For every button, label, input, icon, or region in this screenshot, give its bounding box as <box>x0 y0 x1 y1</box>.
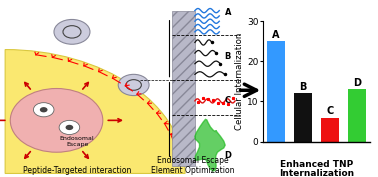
Bar <box>294 93 312 142</box>
Bar <box>321 118 339 142</box>
Text: Endosomal
Escape: Endosomal Escape <box>60 136 94 147</box>
Bar <box>348 89 366 142</box>
Wedge shape <box>5 50 185 173</box>
Text: D: D <box>225 151 232 160</box>
Text: A: A <box>225 8 231 17</box>
Y-axis label: Cellular Internalization: Cellular Internalization <box>235 33 244 130</box>
Text: Peptide-Targeted interaction: Peptide-Targeted interaction <box>23 166 131 175</box>
Text: A: A <box>273 30 280 40</box>
Circle shape <box>54 19 90 44</box>
Text: B: B <box>299 82 307 92</box>
Circle shape <box>65 125 73 130</box>
Text: C: C <box>225 96 231 105</box>
Text: C: C <box>327 106 334 116</box>
Bar <box>267 41 285 142</box>
Text: B: B <box>225 52 231 61</box>
Circle shape <box>40 107 48 112</box>
Bar <box>172 11 195 166</box>
Text: D: D <box>353 78 361 88</box>
Circle shape <box>33 103 54 117</box>
Circle shape <box>59 120 80 135</box>
Polygon shape <box>195 119 225 171</box>
Text: Enhanced TNP: Enhanced TNP <box>280 160 353 169</box>
Text: Internalization: Internalization <box>279 169 354 177</box>
Circle shape <box>118 74 149 96</box>
Text: Endosomal Escape
Element Optimization: Endosomal Escape Element Optimization <box>151 156 234 175</box>
Circle shape <box>10 88 103 152</box>
